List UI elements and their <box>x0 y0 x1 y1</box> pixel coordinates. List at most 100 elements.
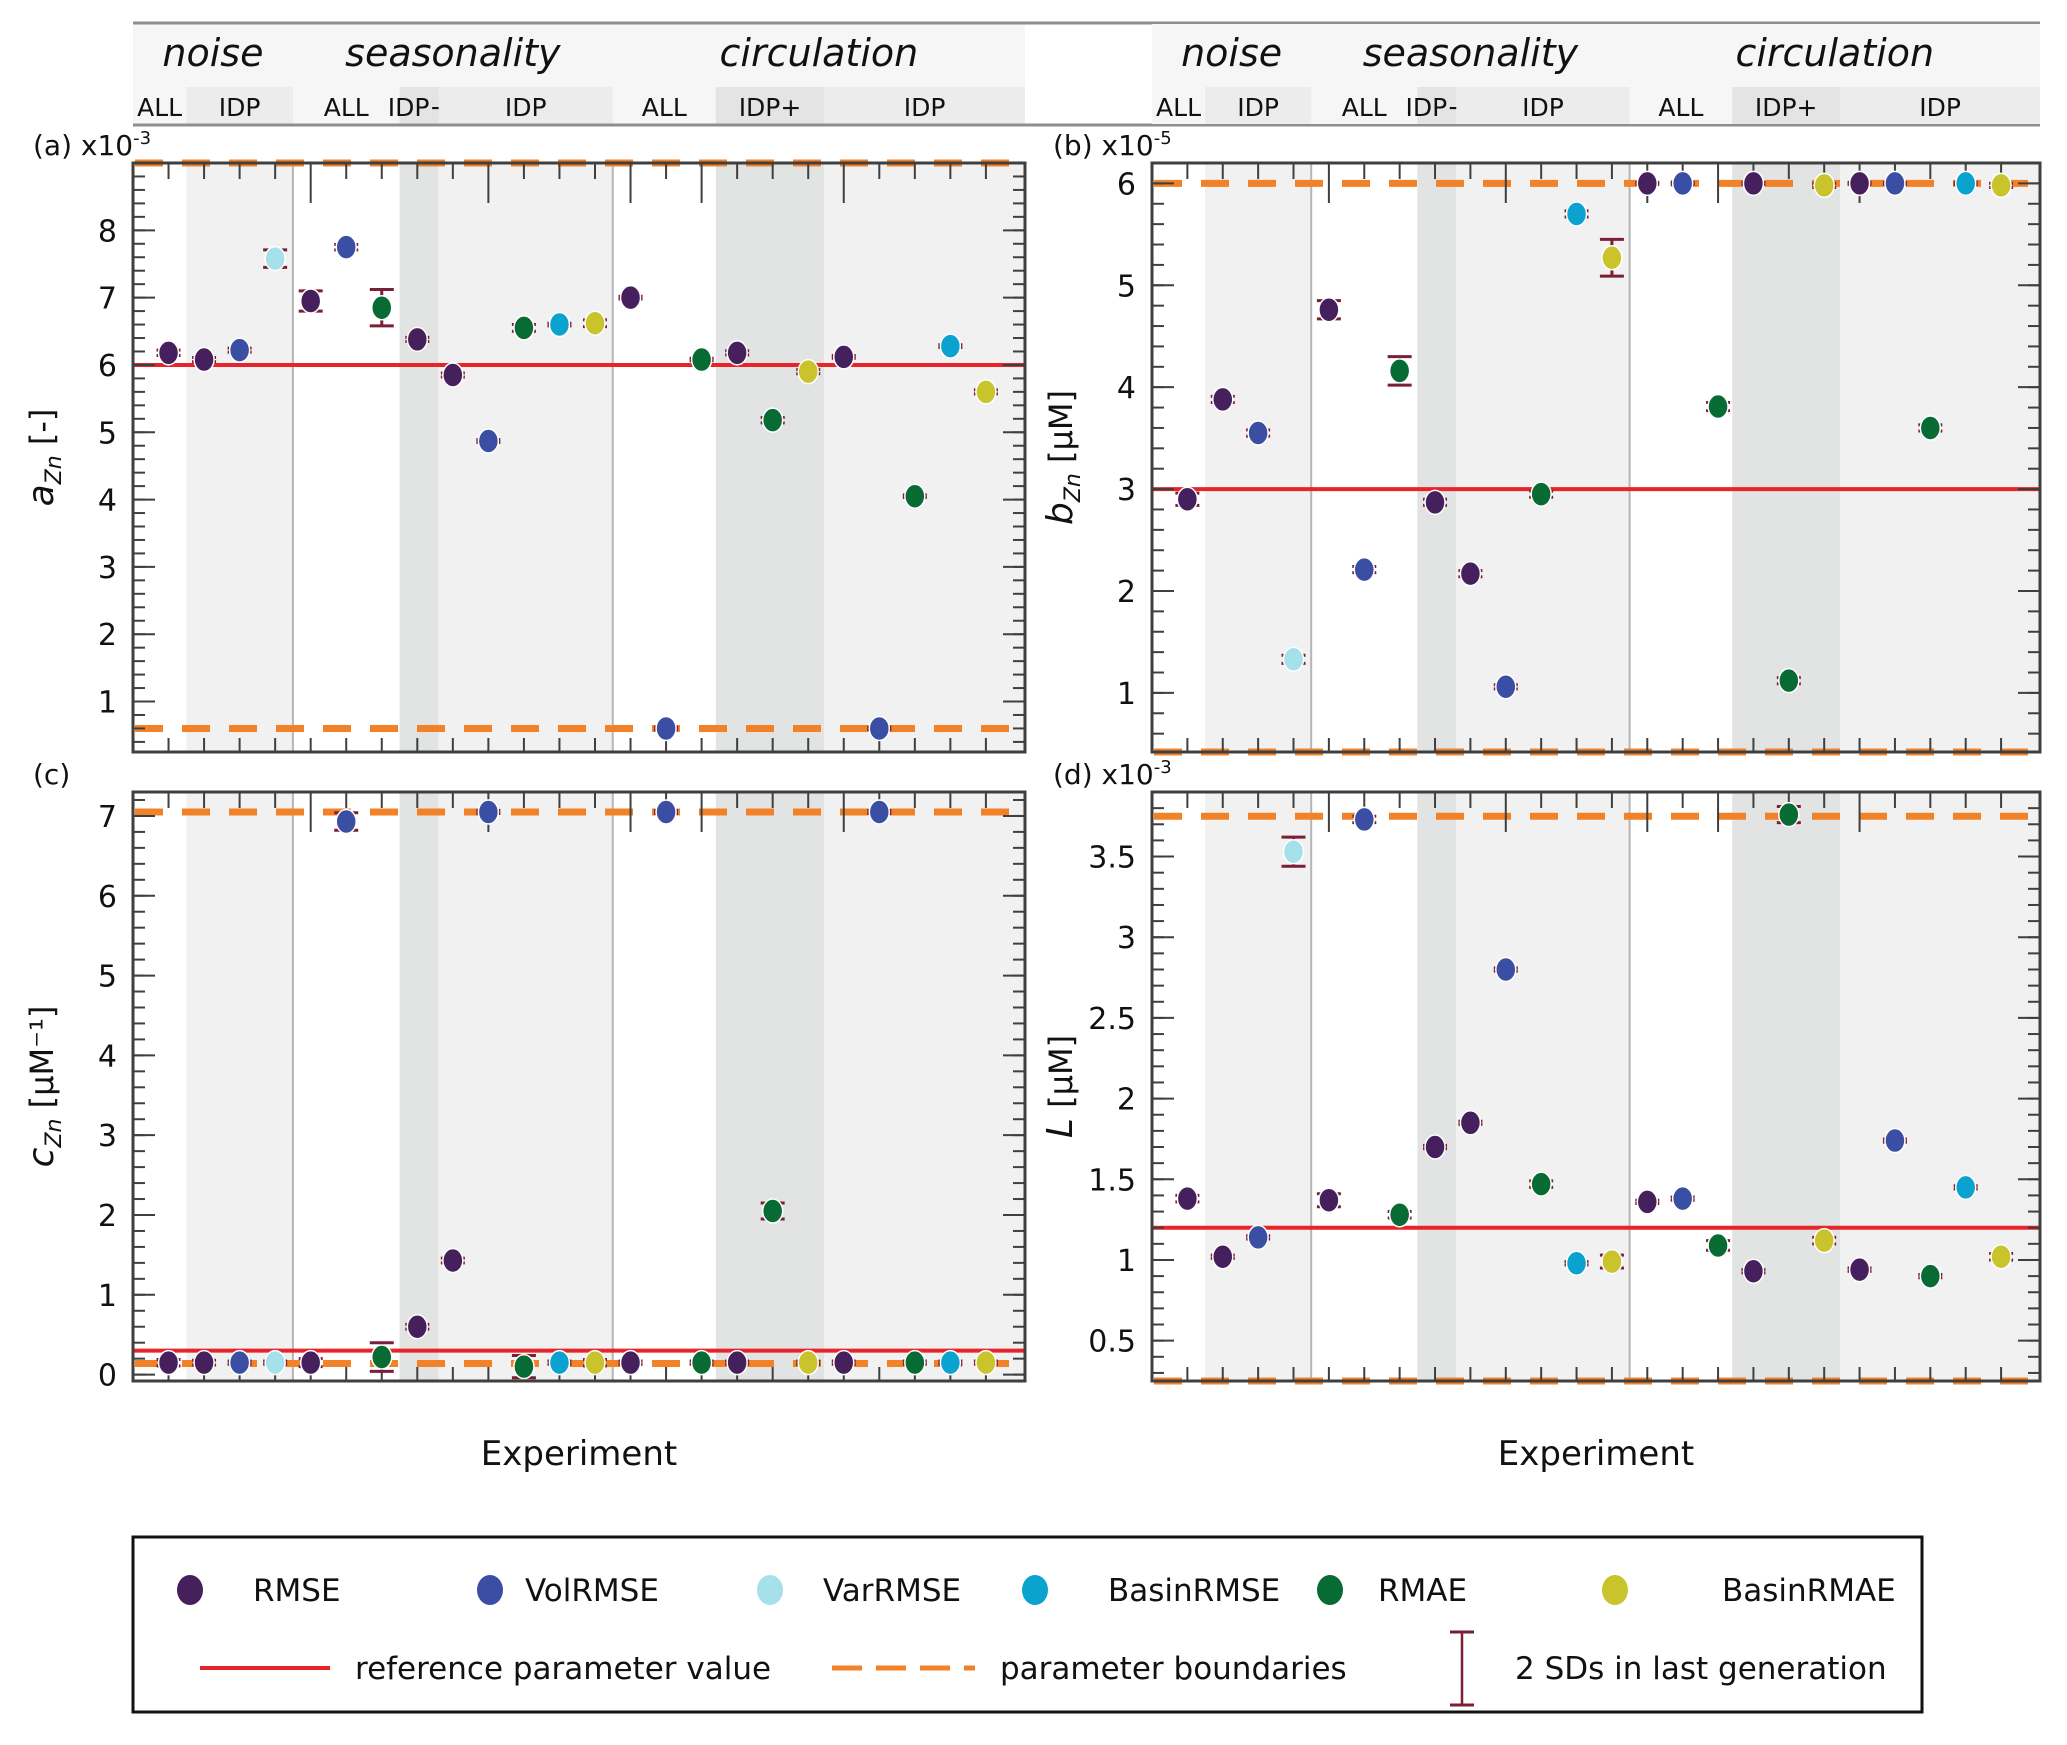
data-point-rmse <box>726 1349 748 1376</box>
legend-marker-volrmse <box>477 1575 503 1605</box>
header-subgroup-idp: IDP <box>1237 93 1279 122</box>
experiment-header-right: noise ALL IDP seasonality ALL IDP+ IDP circulat… <box>1152 24 2040 124</box>
data-point-rmse <box>1459 560 1482 587</box>
panel-label: (d) x10-3 <box>1053 757 1172 791</box>
shaded-band-idp <box>438 792 613 1381</box>
panel-b-b-zn: 1 2 3 4 5 6 (b) x10-5 bZn [µM] <box>1040 128 2042 756</box>
y-axis-subscript: Zn <box>42 455 67 485</box>
data-point-basinrmae <box>975 1349 997 1376</box>
data-point-volrmse <box>1353 556 1376 583</box>
y-tick-label: 6 <box>98 880 117 915</box>
data-point-volrmse <box>655 799 677 825</box>
data-point-volrmse <box>335 808 357 835</box>
data-point-rmae <box>1707 393 1729 420</box>
shaded-band-idp <box>824 792 1025 1381</box>
data-point-rmae <box>761 407 784 433</box>
data-point-volrmse <box>1353 806 1376 833</box>
data-point-rmse <box>193 1349 215 1376</box>
y-tick-label: 0.5 <box>1088 1325 1136 1360</box>
shaded-band-idp-plus <box>1732 163 1841 752</box>
y-tick-label: 1 <box>1117 1244 1136 1279</box>
y-axis-symbol: b <box>1040 502 1081 525</box>
y-axis-subscript: Zn <box>42 1119 67 1149</box>
multiplier-exponent: -3 <box>1154 757 1172 778</box>
y-axis-title: aZn [-] <box>21 409 67 507</box>
legend-label-basinrmse: BasinRMSE <box>1108 1573 1280 1609</box>
y-tick-label: 6 <box>98 349 117 384</box>
header-subgroup-all: ALL <box>1342 93 1387 122</box>
legend-label-errorbar: 2 SDs in last generation <box>1515 1651 1887 1687</box>
data-point-rmse <box>406 1313 429 1340</box>
panel-label: (a) x10-3 <box>33 128 151 162</box>
y-tick-label: 0 <box>98 1359 117 1394</box>
data-point-basinrmse <box>548 311 571 338</box>
data-point-rmae <box>1388 1202 1411 1228</box>
data-point-rmae <box>1778 667 1800 694</box>
x-axis-label-right: Experiment <box>1498 1434 1694 1474</box>
header-subgroup-all: ALL <box>1156 93 1201 122</box>
legend-marker-basinrmse <box>1022 1575 1048 1605</box>
data-point-volrmse <box>228 1349 251 1376</box>
data-point-rmse <box>1176 486 1199 513</box>
header-subgroup-idp-plus: IDP+ <box>739 93 802 122</box>
y-tick-label: 5 <box>1117 269 1136 304</box>
data-point-rmse <box>726 340 748 366</box>
legend-label-rmse: RMSE <box>253 1573 341 1609</box>
legend: RMSE VolRMSE VarRMSE BasinRMSE RMAE BasinRMAE… <box>131 1535 1924 1714</box>
y-tick-label: 5 <box>98 416 117 451</box>
header-group-seasonality: seasonality <box>1363 31 1579 75</box>
axes-frame <box>1150 161 2042 754</box>
y-tick-label: 2 <box>1117 1083 1136 1118</box>
header-group-circulation: circulation <box>1735 31 1934 75</box>
header-group-circulation: circulation <box>720 31 919 75</box>
header-subgroup-band <box>715 87 825 124</box>
data-point-basinrmae <box>1601 245 1623 271</box>
data-point-rmse <box>1848 1256 1871 1283</box>
y-tick-label: 4 <box>98 1039 117 1074</box>
data-point-rmse <box>1636 1189 1659 1215</box>
data-point-rmse <box>299 1349 322 1376</box>
y-tick-label: 3 <box>98 1119 117 1154</box>
y-tick-label: 1.5 <box>1088 1163 1136 1198</box>
data-point-basinrmae <box>584 310 606 336</box>
header-subgroup-idp: IDP <box>904 93 946 122</box>
data-point-rmae <box>1919 1263 1942 1289</box>
data-point-varrmse <box>264 1349 286 1376</box>
legend-label-bounds: parameter boundaries <box>1000 1651 1347 1687</box>
data-point-rmse <box>833 344 855 370</box>
y-tick-label: 8 <box>98 214 117 249</box>
header-subgroup-band <box>1732 87 1841 124</box>
y-tick-label: 3 <box>1117 473 1136 508</box>
data-point-rmae <box>690 346 713 373</box>
data-point-volrmse <box>868 799 891 825</box>
multiplier-exponent: -5 <box>1154 128 1172 149</box>
header-subgroup-idp: IDP <box>1919 93 1961 122</box>
header-subgroup-idp-plus: IDP+ <box>1755 93 1818 122</box>
data-point-rmae <box>371 294 393 321</box>
legend-marker-varrmse <box>757 1575 783 1605</box>
data-point-rmse <box>157 1349 180 1376</box>
shaded-band-idp <box>186 792 293 1381</box>
header-subgroup-band <box>1417 87 1457 124</box>
header-group-noise: noise <box>162 31 263 75</box>
data-point-rmse <box>1318 296 1340 323</box>
data-point-rmae <box>761 1198 784 1224</box>
data-point-volrmse <box>1671 170 1694 197</box>
shaded-band-idp-plus <box>399 163 439 752</box>
data-point-volrmse <box>1884 170 1906 197</box>
data-point-rmse <box>1848 170 1871 197</box>
data-point-rmse <box>1212 1243 1234 1270</box>
data-point-rmse <box>1318 1187 1340 1214</box>
data-point-rmse <box>1636 170 1659 197</box>
multiplier-exponent: -3 <box>133 128 151 149</box>
header-subgroup-band <box>824 87 1025 124</box>
header-subgroup-idp: IDP <box>219 93 261 122</box>
data-point-volrmse <box>1884 1127 1906 1154</box>
shaded-band-idp <box>1456 163 1630 752</box>
data-point-volrmse <box>228 337 251 363</box>
data-point-rmse <box>619 284 642 311</box>
y-axis-unit: [µM] <box>1042 1035 1080 1118</box>
shaded-band-idp-plus <box>1732 792 1841 1381</box>
data-point-rmse <box>157 340 180 366</box>
